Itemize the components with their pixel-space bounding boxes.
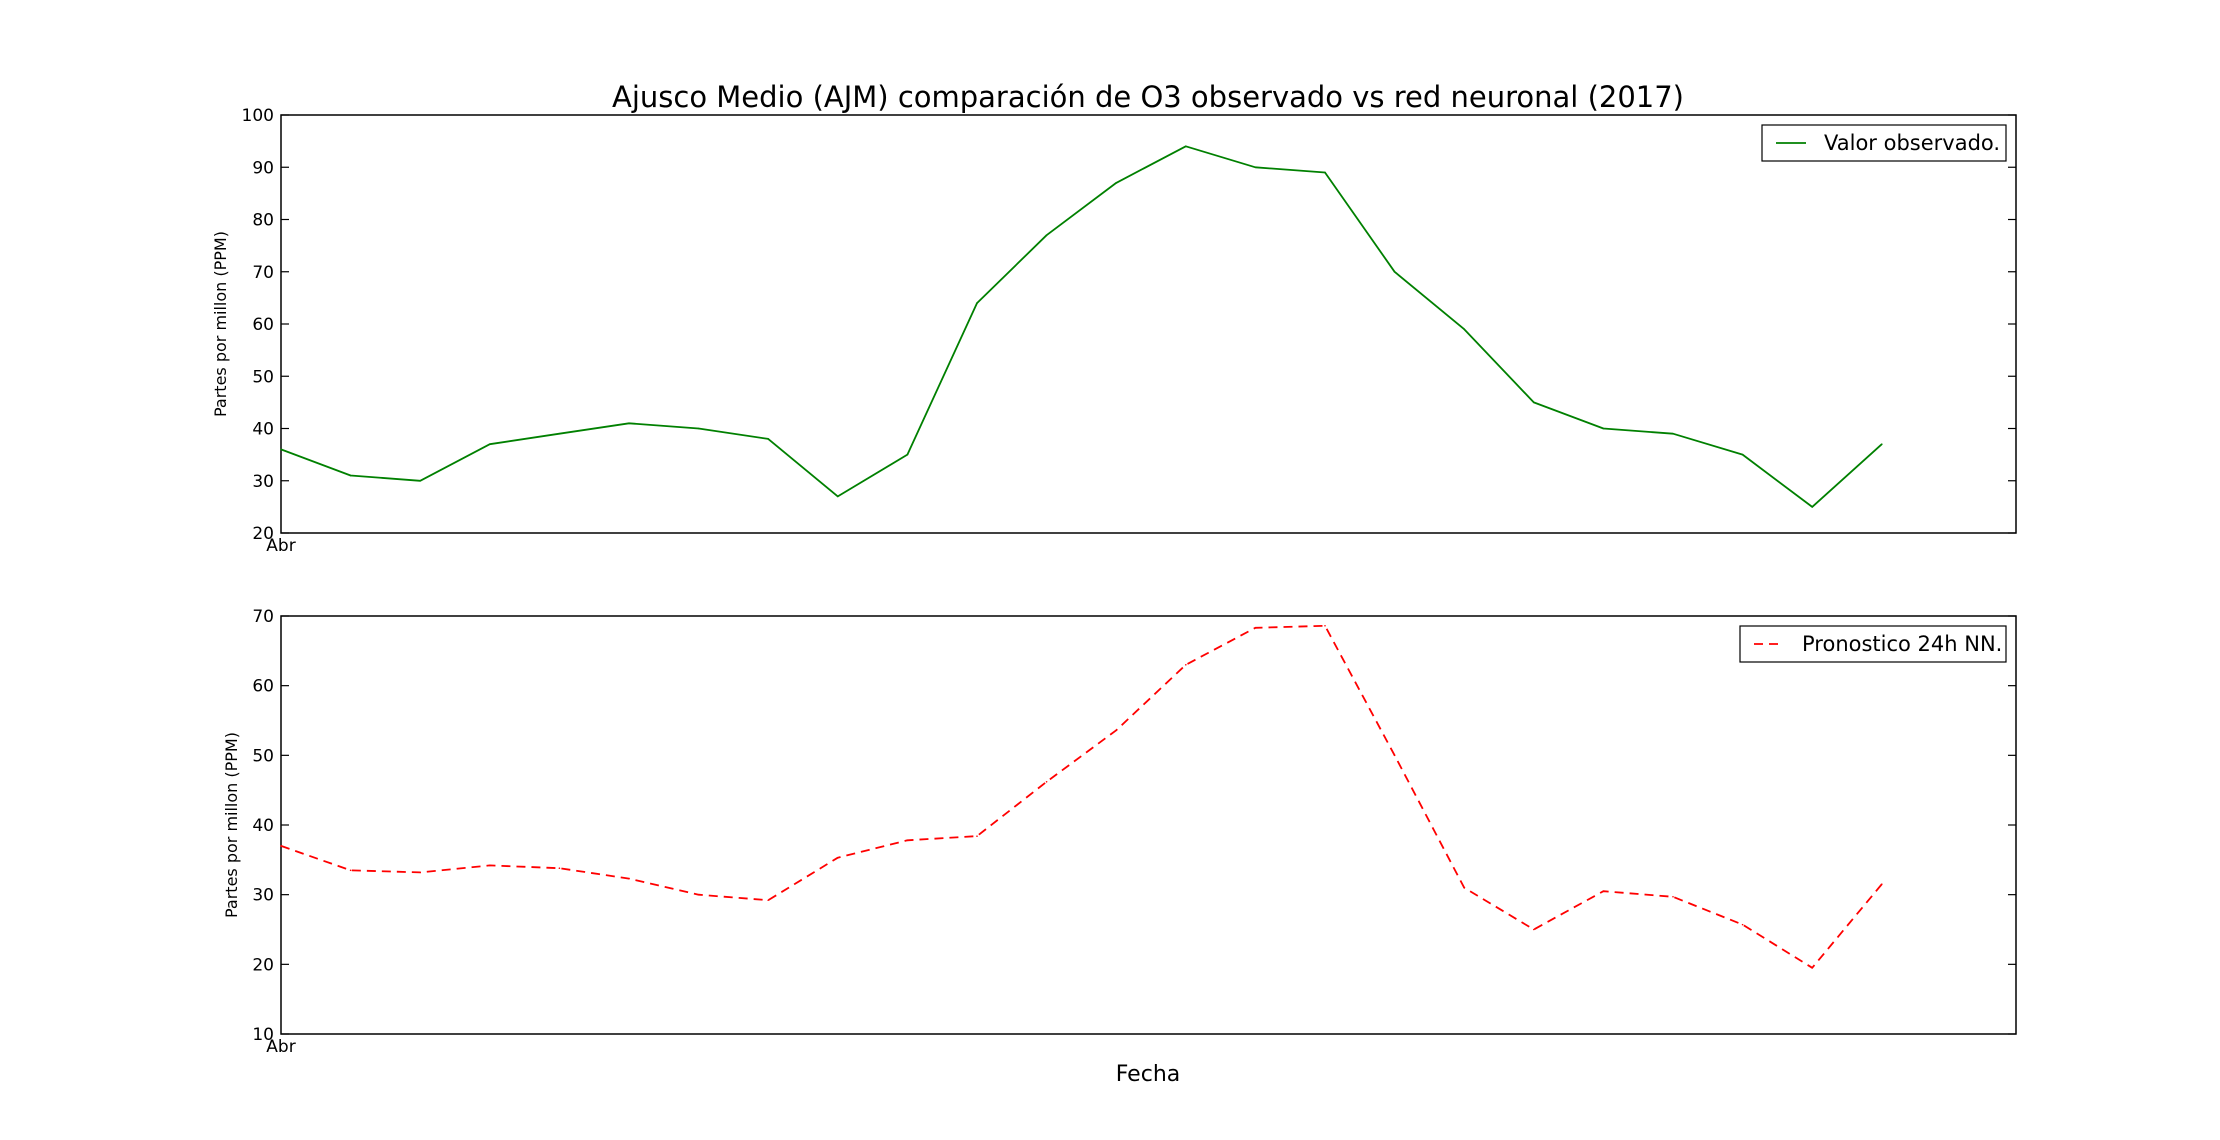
x-tick-label: Abr xyxy=(266,1037,295,1057)
data-point xyxy=(1533,928,1535,931)
data-point xyxy=(1185,145,1187,148)
data-point xyxy=(976,302,978,304)
data-point xyxy=(1741,453,1744,456)
data-point xyxy=(489,864,491,867)
y-tick-label: 60 xyxy=(252,677,274,697)
data-point xyxy=(697,893,700,896)
data-point xyxy=(1115,729,1117,732)
plot-frame xyxy=(280,615,2017,1035)
data-point xyxy=(558,867,561,869)
data-point xyxy=(767,899,769,902)
data-point xyxy=(1045,234,1048,236)
data-point xyxy=(1533,401,1535,404)
data-point xyxy=(280,448,282,451)
data-point xyxy=(906,453,909,456)
legend-label: Valor observado. xyxy=(1824,131,2000,155)
y-tick-label: 70 xyxy=(252,607,274,627)
data-point xyxy=(1672,432,1674,435)
data-point xyxy=(349,474,352,477)
y-tick-label: 20 xyxy=(252,955,274,975)
plot-frame xyxy=(280,114,2017,534)
data-point xyxy=(1463,328,1465,331)
data-point xyxy=(419,871,422,874)
data-point xyxy=(1602,427,1605,430)
panel-observed: 20 30 40 50 60 70 80 90 100 Abr Partes por millon … xyxy=(211,106,2017,556)
y-tick-label: 50 xyxy=(252,746,274,766)
data-point xyxy=(1045,781,1048,783)
series-line xyxy=(280,145,1883,508)
data-point xyxy=(558,432,561,435)
y-tick-label: 70 xyxy=(252,263,274,283)
y-tick-label: 60 xyxy=(252,315,274,335)
data-point xyxy=(1254,166,1257,169)
y-tick-label: 100 xyxy=(242,106,274,126)
y-tick-label: 80 xyxy=(252,211,274,231)
y-tick-label: 10 xyxy=(252,1025,274,1045)
data-point xyxy=(697,427,700,430)
data-point xyxy=(628,422,630,425)
data-point xyxy=(1393,754,1396,757)
data-point xyxy=(976,835,978,837)
data-point xyxy=(906,839,909,842)
y-tick-label: 30 xyxy=(252,472,274,492)
data-point xyxy=(419,479,422,482)
x-axis-label: Fecha xyxy=(1116,1062,1181,1087)
y-axis-label: Partes por millon (PPM) xyxy=(211,231,230,417)
data-point xyxy=(628,877,630,880)
data-point xyxy=(489,443,491,445)
data-point xyxy=(1463,886,1465,889)
y-tick-label: 90 xyxy=(252,158,274,178)
data-point xyxy=(280,845,282,847)
data-point xyxy=(1254,627,1257,629)
y-tick-label: 20 xyxy=(252,524,274,544)
data-point xyxy=(767,438,769,440)
y-axis-label: Partes por millon (PPM) xyxy=(222,732,241,918)
y-tick-label: 40 xyxy=(252,816,274,836)
legend-label: Pronostico 24h NN. xyxy=(1802,632,2002,656)
data-point xyxy=(349,869,352,872)
legend-box xyxy=(1739,625,2007,663)
data-point xyxy=(1881,443,1883,445)
data-point xyxy=(1185,663,1187,666)
data-point xyxy=(1741,923,1744,926)
y-tick-label: 50 xyxy=(252,367,274,387)
data-point xyxy=(1324,624,1326,627)
y-tick-label: 30 xyxy=(252,886,274,906)
data-point xyxy=(1393,270,1396,273)
data-point xyxy=(1115,182,1117,184)
data-point xyxy=(1811,967,1813,969)
data-point xyxy=(1811,506,1813,508)
y-tick-label: 40 xyxy=(252,420,274,440)
panel-forecast: 10 20 30 40 50 60 70 Abr Partes por millon (PPM)… xyxy=(222,607,2017,1057)
data-point xyxy=(1881,883,1883,886)
data-point xyxy=(837,856,839,859)
data-point xyxy=(1324,171,1326,174)
data-point xyxy=(1672,895,1674,898)
series-line xyxy=(280,624,1883,969)
x-tick-label: Abr xyxy=(266,536,295,556)
chart-title: Ajusco Medio (AJM) comparación de O3 obs… xyxy=(612,80,1684,114)
data-point xyxy=(1602,890,1605,892)
data-point xyxy=(837,495,839,498)
